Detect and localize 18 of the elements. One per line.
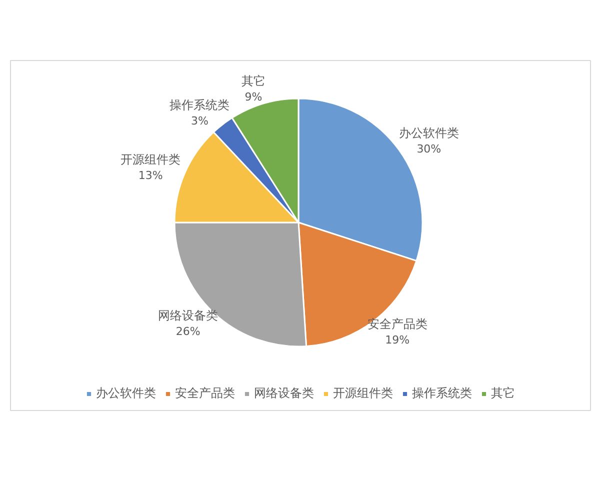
slice-label: 开源组件类: [120, 152, 181, 166]
legend-label: 其它: [491, 385, 515, 402]
data-label: 9%: [244, 90, 262, 104]
data-label: 30%: [416, 142, 442, 156]
data-label: 13%: [138, 168, 163, 182]
data-label: 26%: [176, 325, 200, 338]
legend-label: 开源组件类: [333, 385, 393, 402]
slice-label: 其它: [242, 74, 266, 88]
legend-label: 操作系统类: [412, 385, 472, 402]
data-label: 3%: [190, 114, 208, 128]
legend-label: 网络设备类: [254, 385, 314, 402]
slice-label: 安全产品类: [367, 317, 428, 332]
legend-label: 办公软件类: [96, 385, 156, 402]
slice-label: 操作系统类: [170, 98, 230, 112]
legend-label: 安全产品类: [175, 385, 235, 402]
slice-label: 网络设备类: [158, 308, 218, 323]
slice-label: 办公软件类: [398, 126, 459, 140]
data-label: 19%: [385, 334, 410, 347]
